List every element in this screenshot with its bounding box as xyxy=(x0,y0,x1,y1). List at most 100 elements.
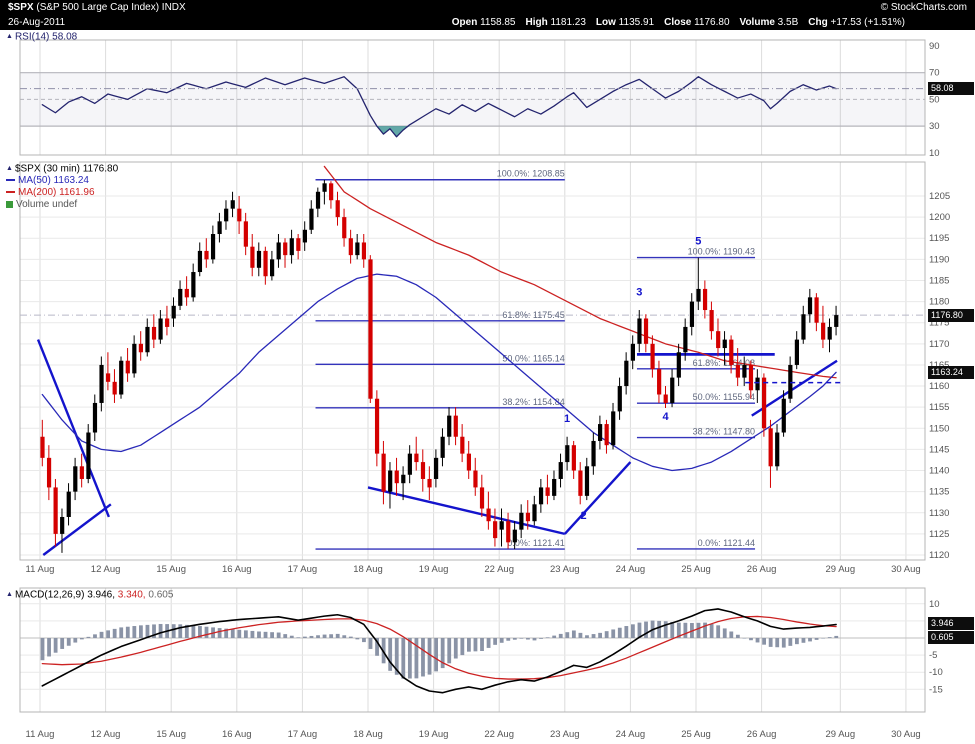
chart-header: $SPX (S&P 500 Large Cap Index) INDX © St… xyxy=(0,0,975,30)
macd-histogram-bar xyxy=(486,638,491,648)
candle xyxy=(486,508,491,522)
candle xyxy=(670,377,675,403)
candle xyxy=(270,259,275,277)
macd-histogram-bar xyxy=(512,638,517,640)
candle xyxy=(460,436,465,454)
macd-histogram-bar xyxy=(722,628,727,638)
candle xyxy=(788,364,793,399)
candle xyxy=(171,305,176,319)
macd-histogram-bar xyxy=(814,638,819,640)
svg-text:3: 3 xyxy=(636,286,642,298)
candle xyxy=(525,512,531,522)
candle xyxy=(834,315,839,327)
copyright: © StockCharts.com xyxy=(880,2,967,13)
svg-text:24 Aug: 24 Aug xyxy=(616,564,646,575)
svg-text:22 Aug: 22 Aug xyxy=(484,564,514,575)
candle xyxy=(237,208,242,222)
macd-histogram-bar xyxy=(571,630,576,638)
rsi-oversold-fill xyxy=(42,126,837,137)
macd-histogram-bar xyxy=(329,634,334,638)
candle xyxy=(40,436,45,458)
macd-histogram-bar xyxy=(368,638,373,649)
candle xyxy=(178,288,183,306)
macd-histogram-bar xyxy=(703,622,707,638)
macd-histogram-bar xyxy=(191,625,196,638)
svg-text:19 Aug: 19 Aug xyxy=(419,564,449,575)
quote-high: High 1181.23 xyxy=(525,17,586,28)
price-plot: 100.0%: 1208.85 61.8%: 1175.45 50.0%: 1165… xyxy=(20,165,925,556)
candle xyxy=(106,373,111,382)
macd-histogram-bar xyxy=(427,638,432,675)
macd-label: ▲ MACD(12,26,9) 3.946, 3.340, 0.605 xyxy=(6,589,174,601)
rsi-plot xyxy=(20,76,925,138)
macd-histogram-bar xyxy=(440,638,445,669)
candle xyxy=(388,470,393,492)
macd-histogram-bar xyxy=(624,626,629,638)
candle xyxy=(138,343,143,353)
candle xyxy=(591,440,596,467)
macd-histogram-bar xyxy=(401,638,406,679)
main-collapse-icon: ▲ xyxy=(6,165,13,172)
macd-histogram-bar xyxy=(801,638,806,643)
candle xyxy=(650,343,655,370)
candle xyxy=(125,360,130,374)
macd-histogram-bar xyxy=(526,638,530,640)
svg-text:16 Aug: 16 Aug xyxy=(222,564,252,575)
candle xyxy=(204,250,209,260)
svg-text:1190: 1190 xyxy=(929,254,949,265)
macd-histogram-bar xyxy=(578,632,583,638)
macd-histogram-bar xyxy=(539,638,543,639)
macd-histogram-bar xyxy=(276,632,281,638)
candle xyxy=(768,428,773,467)
macd-histogram-bar xyxy=(585,635,589,638)
svg-text:90: 90 xyxy=(929,41,940,52)
candle xyxy=(296,238,301,251)
macd-histogram-bar xyxy=(217,628,222,638)
svg-text:1155: 1155 xyxy=(929,402,949,413)
candle xyxy=(407,453,412,475)
candle xyxy=(571,445,576,471)
candle xyxy=(558,462,563,479)
ma50-value-box: 1163.24 xyxy=(928,366,974,379)
ma200-line-icon xyxy=(6,191,15,194)
macd-histogram-bar xyxy=(473,638,478,652)
ma50-line-icon xyxy=(6,179,15,182)
macd-value-box: 3.946 xyxy=(928,617,974,630)
candle xyxy=(512,529,517,543)
macd-histogram-bar xyxy=(506,638,511,641)
candle xyxy=(256,250,262,268)
macd-histogram-bar xyxy=(670,621,675,638)
svg-text:30 Aug: 30 Aug xyxy=(891,729,921,740)
candle xyxy=(99,364,104,403)
svg-text:1135: 1135 xyxy=(929,487,949,498)
svg-text:50: 50 xyxy=(929,94,940,105)
macd-histogram-bar xyxy=(66,638,71,646)
candle xyxy=(532,504,537,522)
macd-signal-line xyxy=(41,615,837,680)
svg-text:11 Aug: 11 Aug xyxy=(26,564,55,575)
svg-text:18 Aug: 18 Aug xyxy=(353,729,383,740)
macd-histogram-bar xyxy=(296,637,301,638)
svg-text:30 Aug: 30 Aug xyxy=(891,564,921,575)
candle xyxy=(748,364,754,391)
macd-histogram-bar xyxy=(178,624,183,638)
candle xyxy=(657,369,662,395)
macd-hist-value-box: 0.605 xyxy=(928,631,974,644)
svg-text:1195: 1195 xyxy=(929,233,949,244)
candle xyxy=(145,326,150,353)
candle xyxy=(807,297,813,315)
macd-histogram-bar xyxy=(125,626,130,638)
candle xyxy=(315,191,321,209)
macd-histogram-bar xyxy=(532,638,537,641)
svg-text:17 Aug: 17 Aug xyxy=(288,564,318,575)
candle xyxy=(729,339,734,365)
macd-histogram-bar xyxy=(663,621,668,638)
candle xyxy=(578,470,583,496)
macd-histogram-bar xyxy=(106,630,110,638)
macd-histogram-bar xyxy=(243,630,248,638)
svg-text:50.0%: 1165.14: 50.0%: 1165.14 xyxy=(502,353,564,363)
macd-histogram-bar xyxy=(598,632,602,638)
macd-histogram-bar xyxy=(237,629,242,638)
